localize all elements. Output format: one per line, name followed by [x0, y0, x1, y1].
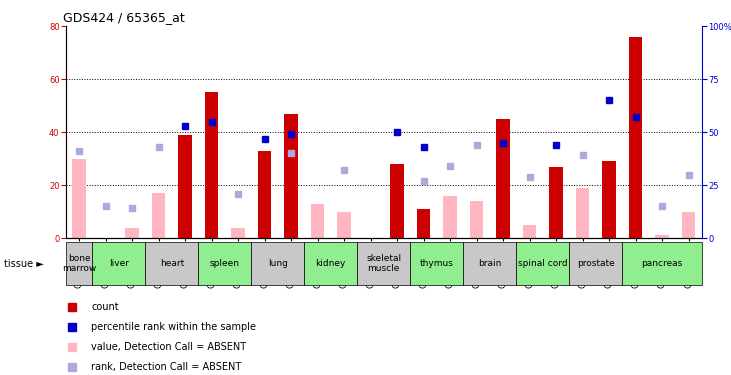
Bar: [470, 201, 483, 238]
Bar: [311, 204, 324, 238]
Bar: [126, 228, 139, 238]
Text: thymus: thymus: [420, 259, 454, 268]
Bar: [629, 37, 642, 238]
Text: lung: lung: [268, 259, 288, 268]
Bar: [622, 242, 702, 285]
Bar: [251, 242, 304, 285]
Bar: [205, 93, 218, 238]
Bar: [523, 225, 536, 238]
Text: prostate: prostate: [577, 259, 615, 268]
Bar: [569, 242, 622, 285]
Text: rank, Detection Call = ABSENT: rank, Detection Call = ABSENT: [91, 362, 241, 372]
Bar: [338, 211, 351, 238]
Bar: [66, 242, 92, 285]
Bar: [656, 236, 669, 238]
Text: count: count: [91, 302, 119, 312]
Text: spleen: spleen: [210, 259, 240, 268]
Bar: [145, 242, 198, 285]
Text: skeletal
muscle: skeletal muscle: [366, 254, 401, 273]
Text: bone
marrow: bone marrow: [62, 254, 96, 273]
Bar: [682, 211, 695, 238]
Bar: [602, 161, 616, 238]
Bar: [258, 151, 271, 238]
Bar: [410, 242, 463, 285]
Bar: [232, 228, 245, 238]
Bar: [390, 164, 404, 238]
Bar: [152, 193, 165, 238]
Bar: [550, 166, 563, 238]
Text: value, Detection Call = ABSENT: value, Detection Call = ABSENT: [91, 342, 246, 352]
Text: brain: brain: [478, 259, 501, 268]
Bar: [284, 114, 298, 238]
Text: spinal cord: spinal cord: [518, 259, 567, 268]
Bar: [496, 119, 510, 238]
Bar: [304, 242, 357, 285]
Bar: [463, 242, 516, 285]
Bar: [198, 242, 251, 285]
Bar: [178, 135, 192, 238]
Text: percentile rank within the sample: percentile rank within the sample: [91, 322, 257, 332]
Bar: [357, 242, 410, 285]
Bar: [72, 159, 86, 238]
Text: pancreas: pancreas: [641, 259, 683, 268]
Text: kidney: kidney: [316, 259, 346, 268]
Bar: [516, 242, 569, 285]
Bar: [444, 196, 457, 238]
Text: liver: liver: [109, 259, 129, 268]
Text: heart: heart: [159, 259, 184, 268]
Bar: [576, 188, 589, 238]
Text: tissue ►: tissue ►: [4, 259, 43, 269]
Text: GDS424 / 65365_at: GDS424 / 65365_at: [63, 11, 184, 24]
Bar: [417, 209, 430, 238]
Bar: [92, 242, 145, 285]
